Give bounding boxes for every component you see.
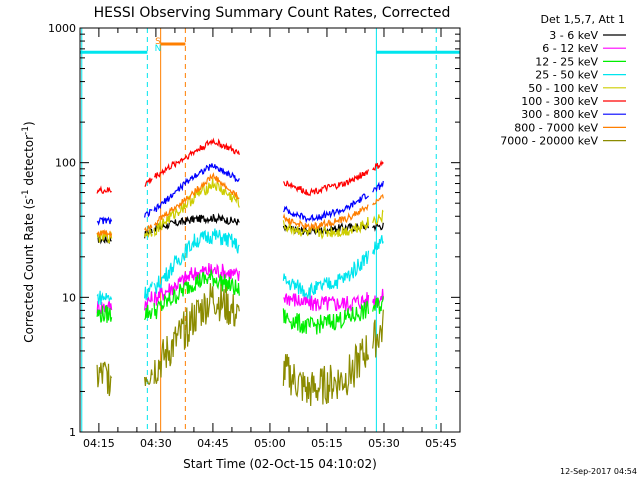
legend-label: 50 - 100 keV	[528, 82, 598, 95]
series-50-100-kev-segment-3	[282, 216, 370, 240]
y-tick-label: 1	[69, 426, 76, 439]
x-tick-label: 05:45	[425, 437, 457, 450]
x-tick-label: 05:00	[254, 437, 286, 450]
series-300-800-kev-segment-3	[282, 193, 369, 224]
series-100-300-kev-segment-0	[96, 185, 112, 194]
y-tick-label: 10	[62, 291, 76, 304]
series-25-50-kev-segment-2	[153, 228, 240, 294]
series-6-12-kev-segment-3	[283, 292, 370, 312]
series-3-6-kev-segment-4	[372, 222, 384, 232]
series-100-300-kev-segment-2	[153, 137, 240, 179]
series-100-300-kev-segment-3	[282, 169, 370, 197]
y-tick-label: 100	[55, 157, 76, 170]
x-tick-label: 04:45	[197, 437, 229, 450]
x-axis-label: Start Time (02-Oct-15 04:10:02)	[183, 457, 377, 471]
series-12-25-kev-segment-4	[372, 296, 384, 314]
y-axis-label-end: )	[22, 121, 36, 126]
series-12-25-kev-segment-0	[96, 304, 113, 323]
series-7000-20000-kev-segment-2	[153, 283, 240, 384]
legend-label: 25 - 50 keV	[535, 69, 598, 82]
legend-title: Det 1,5,7, Att 1	[541, 13, 625, 26]
x-tick-label: 05:15	[311, 437, 343, 450]
series-25-50-kev-segment-0	[96, 290, 113, 306]
series-25-50-kev-segment-4	[372, 235, 384, 255]
legend-label: 3 - 6 keV	[549, 29, 598, 42]
series-800-7000-kev-segment-4	[372, 193, 384, 206]
x-tick-label: 05:30	[368, 437, 400, 450]
y-axis-label-sup2: -1	[21, 126, 31, 135]
plot-frame	[79, 27, 461, 433]
series-12-25-kev-segment-1	[144, 304, 153, 321]
series-300-800-kev-segment-4	[372, 180, 384, 193]
y-axis-label-sup1: -1	[21, 189, 31, 198]
series-50-100-kev-segment-4	[372, 209, 384, 225]
series-800-7000-kev-segment-1	[144, 224, 153, 232]
series-100-300-kev-segment-1	[144, 177, 153, 187]
legend-label: 800 - 7000 keV	[514, 121, 598, 134]
legend-label: 7000 - 20000 keV	[500, 135, 598, 148]
footer-timestamp: 12-Sep-2017 04:54	[560, 467, 637, 476]
series-300-800-kev-segment-1	[144, 209, 153, 218]
y-axis-label-mid: detector	[22, 135, 36, 190]
series-300-800-kev-segment-0	[96, 216, 113, 226]
x-axis: 04:15 04:30 04:45 05:00 05:15 05:30 05:45	[83, 28, 457, 450]
y-tick-label: 1000	[48, 22, 76, 35]
y-axis-label-main: Corrected Count Rate (s	[22, 198, 36, 342]
legend-label: 6 - 12 keV	[542, 42, 598, 55]
series-12-25-kev-segment-3	[282, 300, 370, 335]
chart-title: HESSI Observing Summary Count Rates, Cor…	[94, 5, 451, 21]
legend-label: 12 - 25 keV	[535, 55, 598, 68]
series-12-25-kev-segment-2	[153, 269, 240, 320]
series-25-50-kev-segment-1	[144, 281, 153, 301]
series-7000-20000-kev-segment-3	[282, 335, 370, 407]
series-100-300-kev-segment-4	[372, 159, 384, 171]
legend-label: 300 - 800 keV	[521, 108, 598, 121]
series-6-12-kev-segment-2	[153, 263, 240, 307]
x-tick-label: 04:30	[140, 437, 172, 450]
series-6-12-kev-segment-1	[144, 291, 153, 311]
series-7000-20000-kev-segment-4	[372, 309, 384, 358]
series-800-7000-kev-segment-2	[153, 172, 240, 226]
series-800-7000-kev-segment-0	[96, 228, 113, 239]
series-25-50-kev-segment-3	[282, 250, 370, 300]
series-300-800-kev-segment-2	[153, 163, 240, 212]
series-7000-20000-kev-segment-1	[144, 369, 153, 386]
series-50-100-kev-segment-1	[144, 228, 153, 238]
series-800-7000-kev-segment-3	[282, 204, 369, 232]
y-axis-label: Corrected Count Rate (s-1 detector-1)	[21, 121, 36, 342]
flag-marker-n: N	[155, 44, 162, 54]
series-3-6-kev-segment-2	[153, 212, 240, 232]
legend-label: 100 - 300 keV	[521, 95, 598, 108]
y-axis: 1 10 100 1000	[48, 22, 460, 439]
x-tick-label: 04:15	[83, 437, 115, 450]
series-7000-20000-kev-segment-0	[96, 361, 113, 397]
flag-marker-s: S	[155, 37, 161, 47]
plot-area: SN	[80, 28, 460, 432]
